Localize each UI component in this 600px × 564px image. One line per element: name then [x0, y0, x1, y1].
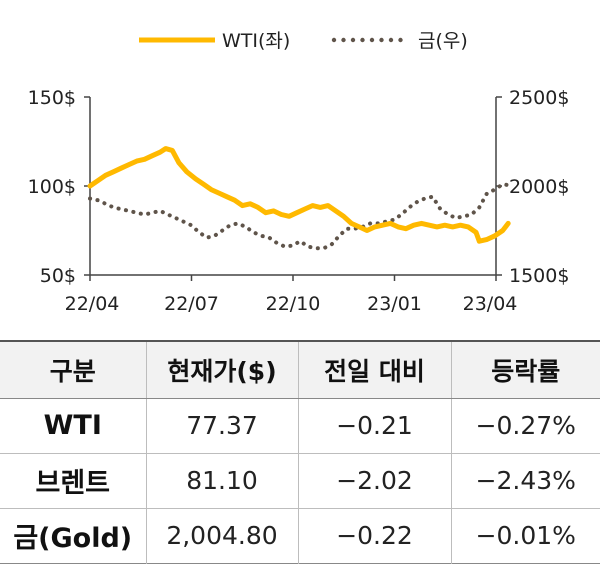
- oil-gold-price-chart: WTI(좌) 금(우) 150$ 100$ 50$ 2500$ 2000$ 15…: [28, 30, 570, 315]
- right-y-tick-label: 2500$: [509, 87, 569, 109]
- legend-gold-label: 금(우): [418, 30, 468, 52]
- x-tick-label: 22/10: [266, 293, 321, 315]
- chart-legend: WTI(좌) 금(우): [139, 30, 468, 52]
- legend-gold-dot: [369, 37, 375, 43]
- x-tick-label: 23/04: [463, 293, 518, 315]
- row-name: WTI: [0, 398, 147, 453]
- chart-axes: 150$ 100$ 50$ 2500$ 2000$ 1500$ 22/04 22…: [28, 87, 570, 315]
- row-name: 금(Gold): [0, 508, 147, 563]
- row-price: 81.10: [146, 453, 299, 508]
- header-category: 구분: [0, 340, 147, 399]
- table-row: WTI 77.37 −0.21 −0.27%: [0, 398, 600, 453]
- x-tick-label: 22/04: [65, 293, 120, 315]
- legend-gold-dot: [350, 37, 356, 43]
- legend-gold-swatch: [331, 37, 403, 43]
- row-price: 77.37: [146, 398, 299, 453]
- x-tick-label: 23/01: [367, 293, 422, 315]
- row-rate: −2.43%: [475, 466, 576, 495]
- gold-series-line: [88, 182, 511, 251]
- plot-area: [87, 146, 511, 251]
- row-rate: −0.01%: [475, 521, 576, 550]
- header-day-change: 전일 대비: [298, 340, 452, 399]
- row-change: −2.02: [298, 453, 452, 508]
- legend-gold-dot: [341, 37, 346, 43]
- table-header-row: 구분 현재가($) 전일 대비 등락률: [0, 340, 600, 399]
- table-row: 브렌트 81.10 −2.02 −2.43%: [0, 453, 600, 508]
- legend-gold-dot: [331, 37, 337, 43]
- left-y-tick-label: 150$: [28, 87, 76, 109]
- left-y-tick-label: 50$: [40, 265, 76, 287]
- legend-gold-dot: [388, 37, 394, 43]
- wti-series-line: [87, 146, 511, 244]
- row-change: −0.22: [298, 508, 452, 563]
- legend-gold-dot: [398, 37, 403, 43]
- right-y-tick-label: 1500$: [509, 265, 569, 287]
- legend-gold-dot: [379, 37, 384, 43]
- row-name: 브렌트: [0, 453, 147, 508]
- row-rate: −0.27%: [475, 411, 576, 440]
- legend-gold-dot: [360, 37, 365, 43]
- left-y-tick-label: 100$: [28, 176, 76, 198]
- price-table: 구분 현재가($) 전일 대비 등락률 WTI 77.37 −0.21 −0.2…: [0, 340, 600, 564]
- legend-wti-label: WTI(좌): [222, 30, 290, 52]
- row-price: 2,004.80: [146, 508, 299, 563]
- header-change-rate: 등락률: [451, 340, 600, 399]
- header-current-price: 현재가($): [146, 340, 299, 399]
- table-row: 금(Gold) 2,004.80 −0.22 −0.01%: [0, 508, 600, 563]
- right-y-tick-label: 2000$: [509, 176, 569, 198]
- row-change: −0.21: [298, 398, 452, 453]
- x-tick-label: 22/07: [164, 293, 219, 315]
